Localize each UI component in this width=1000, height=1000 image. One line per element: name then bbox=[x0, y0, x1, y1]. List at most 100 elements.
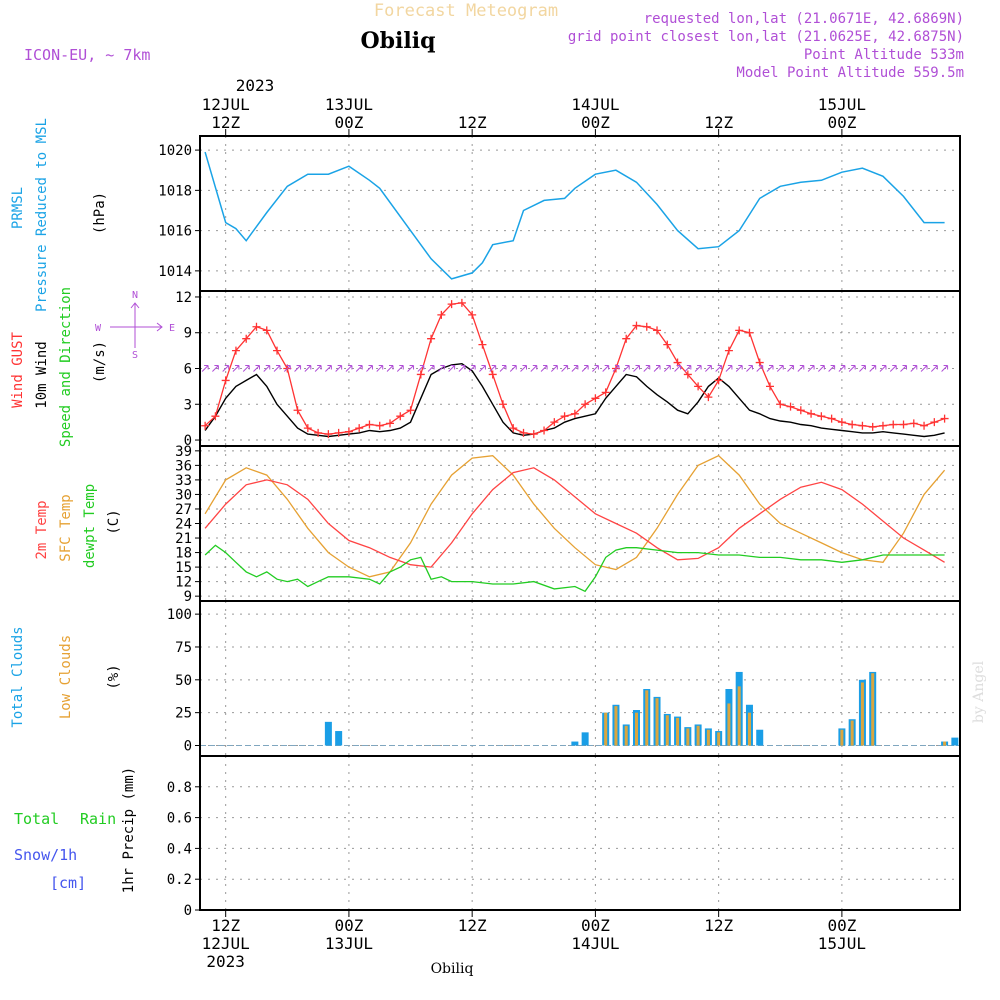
pressure-unit: (hPa) bbox=[92, 192, 108, 234]
y-tick-label: 9 bbox=[184, 589, 192, 605]
wind-direction-arrow bbox=[889, 365, 897, 372]
y-tick-label: 39 bbox=[175, 444, 192, 460]
wind-direction-arrow bbox=[581, 365, 589, 372]
wind-gust-marker bbox=[262, 326, 271, 335]
wind-direction-arrow bbox=[479, 365, 486, 372]
wind-direction-arrow bbox=[684, 365, 692, 372]
wind-gust-marker bbox=[622, 334, 631, 343]
wind-direction-arrow bbox=[242, 365, 250, 372]
wind-direction-arrow bbox=[509, 365, 517, 372]
wind-gust-marker bbox=[519, 428, 528, 437]
precip-panel-labels: Total Rain Snow/1h [cm] 1hr Precip (mm) bbox=[14, 767, 137, 893]
wind-gust-marker bbox=[344, 427, 353, 436]
wind-direction-arrow bbox=[345, 365, 353, 372]
wind-direction-arrow bbox=[838, 365, 846, 372]
wind-gust-marker bbox=[211, 412, 220, 421]
sfc-temp-label: SFC Temp bbox=[58, 494, 74, 561]
y-tick-label: 1016 bbox=[158, 224, 192, 240]
wind-10m-label: 10m Wind bbox=[34, 341, 50, 408]
compass-rose-icon bbox=[110, 302, 163, 348]
model-label: ICON-EU, ~ 7km bbox=[24, 46, 150, 64]
wind-gust-marker bbox=[663, 340, 672, 349]
wind-direction-arrow bbox=[715, 365, 723, 372]
y-tick-label: 1018 bbox=[158, 183, 192, 199]
y-tick-label: 27 bbox=[175, 502, 192, 518]
low-cloud-bar bbox=[665, 715, 669, 746]
wind-direction-arrow bbox=[314, 365, 322, 372]
top-hour-label: 00Z bbox=[334, 113, 363, 132]
y-tick-label: 0.2 bbox=[167, 872, 192, 888]
wind-direction-arrow bbox=[540, 365, 548, 372]
wind-direction-arrow bbox=[787, 365, 795, 372]
wind-gust-marker bbox=[416, 370, 425, 379]
low-cloud-bar bbox=[717, 732, 721, 746]
wind-direction-arrow bbox=[930, 365, 938, 372]
wind-direction-arrow bbox=[550, 365, 558, 372]
compass-east: E bbox=[169, 323, 175, 334]
top-hour-label: 12Z bbox=[704, 113, 733, 132]
bottom-date-label: 14JUL bbox=[571, 934, 619, 953]
total-cloud-bar bbox=[571, 741, 579, 746]
wind-direction-arrow bbox=[756, 365, 764, 372]
wind-gust-marker bbox=[601, 388, 610, 397]
time-axis-labels: 12JUL12Z12Z12JUL13JUL00Z00Z13JUL12Z12Z14… bbox=[202, 95, 866, 971]
wind-gust-marker bbox=[848, 420, 857, 429]
wind-gust-marker bbox=[427, 334, 436, 343]
wind-direction-arrow bbox=[622, 365, 630, 372]
wind-gust-marker bbox=[324, 430, 333, 439]
wind-gust-marker bbox=[786, 402, 795, 411]
wind-direction-arrow bbox=[417, 365, 425, 372]
wind-direction-arrow bbox=[859, 365, 866, 372]
product-title: Forecast Meteogram bbox=[374, 1, 558, 21]
credit-watermark: by Angel bbox=[971, 660, 987, 723]
y-tick-label: 24 bbox=[175, 517, 192, 533]
pressure-panel-labels: PRMSL Pressure Reduced to MSL (hPa) bbox=[10, 118, 108, 312]
wind-gust-marker bbox=[529, 430, 538, 439]
y-tick-label: 3 bbox=[184, 397, 192, 413]
wind-direction-arrow bbox=[848, 365, 856, 372]
low-cloud-bar bbox=[676, 717, 680, 746]
wind-gust-marker bbox=[745, 328, 754, 337]
wind-direction-arrow bbox=[653, 365, 661, 372]
wind-direction-arrow bbox=[335, 365, 343, 372]
bottom-date-label: 15JUL bbox=[818, 934, 866, 953]
low-cloud-bar bbox=[645, 690, 649, 746]
wind-gust-marker bbox=[540, 426, 549, 435]
wind-direction-arrow bbox=[633, 365, 640, 372]
wind-gust-marker bbox=[550, 418, 559, 427]
wind-direction-arrow bbox=[807, 365, 815, 372]
total-label: Total bbox=[14, 810, 59, 828]
requested-coords: requested lon,lat (21.0671E, 42.6869N) bbox=[644, 11, 964, 27]
wind-direction-arrow bbox=[869, 365, 877, 372]
wind-direction-arrow bbox=[407, 365, 415, 372]
wind-gust-marker bbox=[827, 414, 836, 423]
clouds-unit: (%) bbox=[106, 664, 122, 689]
wind-direction-arrow bbox=[571, 365, 579, 372]
y-tick-label: 100 bbox=[167, 607, 192, 623]
wind-direction-arrow bbox=[663, 365, 671, 372]
bottom-year-label: 2023 bbox=[206, 952, 245, 971]
wind-gust-label: Wind GUST bbox=[10, 332, 26, 408]
pressure-line bbox=[204, 151, 945, 280]
wind-gust-marker bbox=[201, 421, 210, 430]
total-clouds-label: Total Clouds bbox=[10, 626, 26, 727]
wind-direction-arrow bbox=[602, 365, 610, 372]
wind-gust-marker bbox=[509, 424, 518, 433]
wind-direction-arrow bbox=[396, 365, 404, 372]
low-cloud-bar bbox=[943, 741, 947, 746]
wind-direction-arrow bbox=[376, 365, 384, 372]
wind-direction-arrow bbox=[920, 365, 928, 372]
wind-gust-marker bbox=[396, 412, 405, 421]
low-cloud-bar bbox=[655, 698, 659, 746]
sfc-temp-line bbox=[204, 454, 946, 578]
wind-gust-marker bbox=[796, 406, 805, 415]
wind-direction-arrow bbox=[592, 365, 599, 372]
chart-panels: 1014101610181020036912912151821242730333… bbox=[158, 135, 961, 919]
wind-gust-marker bbox=[776, 400, 785, 409]
wind-gust-marker bbox=[303, 424, 312, 433]
wind-gust-marker bbox=[807, 409, 816, 418]
wind-gust-marker bbox=[817, 412, 826, 421]
low-cloud-bar bbox=[706, 729, 710, 746]
y-tick-label: 15 bbox=[175, 560, 192, 576]
